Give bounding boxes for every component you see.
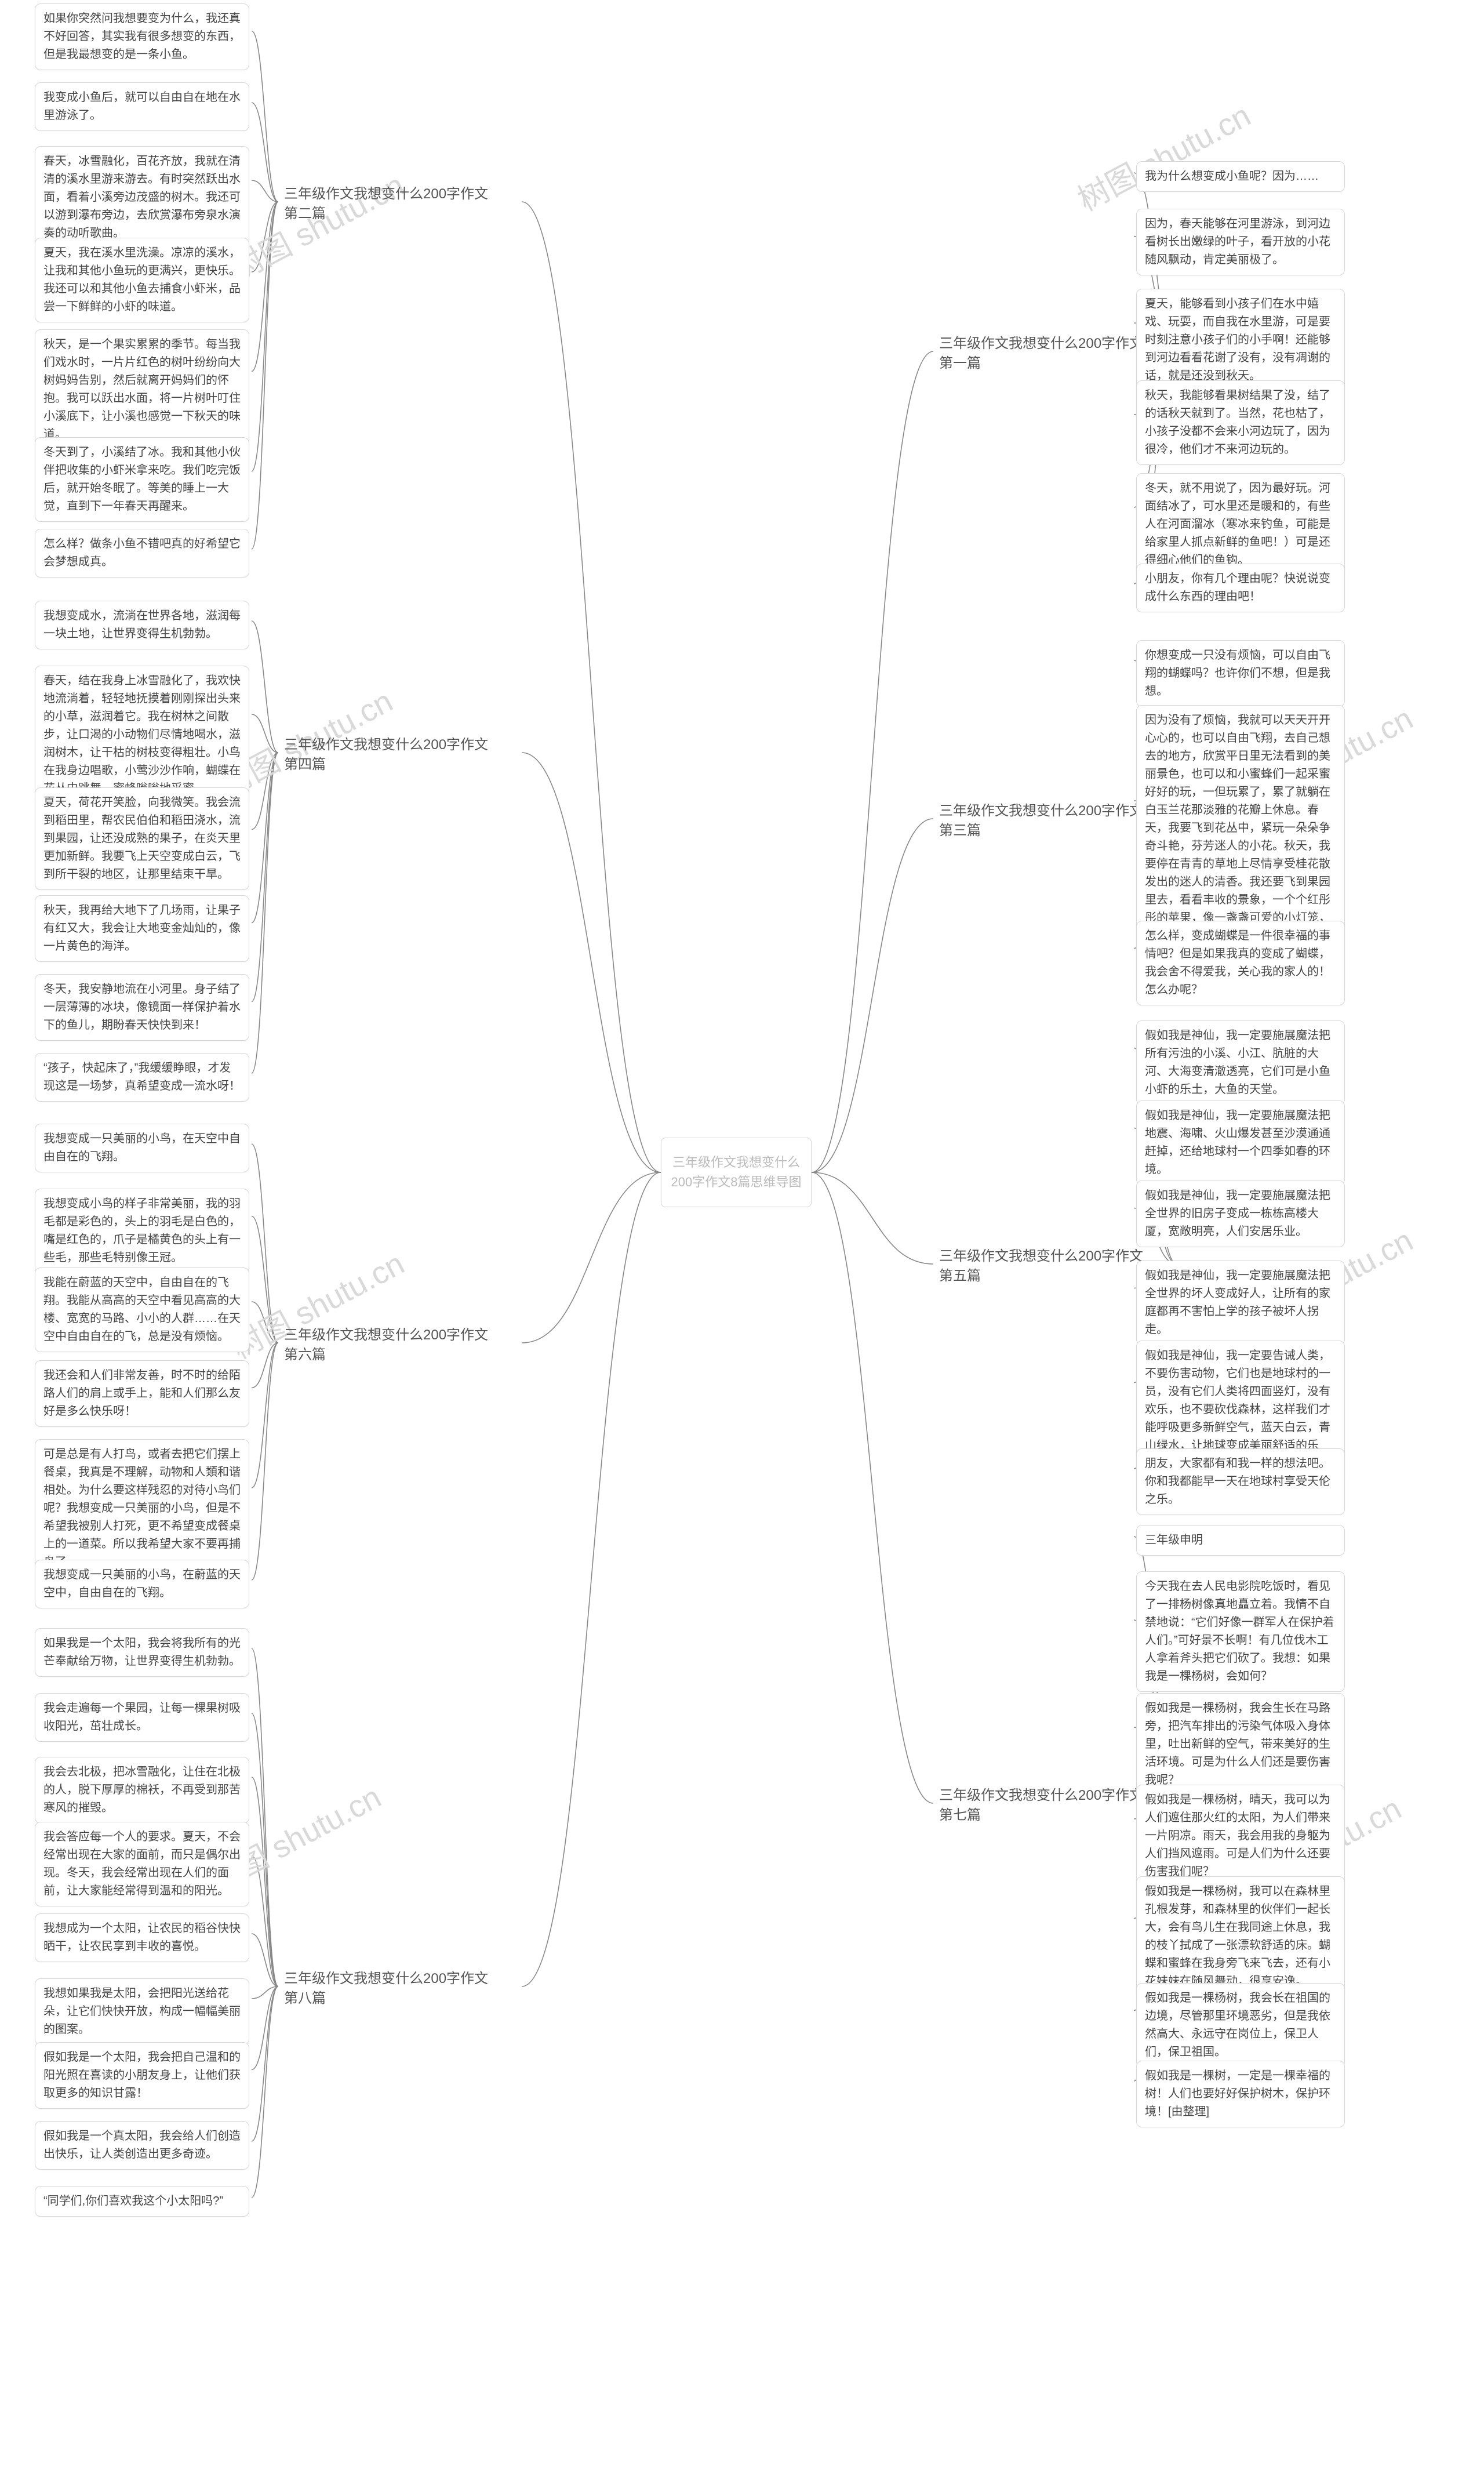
branch-label: 三年级作文我想变什么200字作文第二篇 [284, 184, 488, 223]
leaf-node: 夏天，我在溪水里洗澡。凉凉的溪水，让我和其他小鱼玩的更满兴，更快乐。我还可以和其… [35, 238, 249, 322]
watermark: 树图 shutu.cn [222, 160, 411, 289]
leaf-node: 假如我是神仙，我一定要施展魔法把全世界的坏人变成好人，让所有的家庭都再不害怕上学… [1136, 1261, 1345, 1345]
leaf-node: 我想变成一只美丽的小鸟，在蔚蓝的天空中，自由自在的飞翔。 [35, 1560, 249, 1608]
leaf-node: 我变成小鱼后，就可以自由自在地在水里游泳了。 [35, 82, 249, 131]
leaf-node: 夏天，能够看到小孩子们在水中嬉戏、玩耍，而自我在水里游，可是要时刻注意小孩子们的… [1136, 289, 1345, 391]
leaf-node: 如果我是一个太阳，我会将我所有的光芒奉献给万物，让世界变得生机勃勃。 [35, 1628, 249, 1677]
leaf-node: 你想变成一只没有烦恼，可以自由飞翔的蝴蝶吗？也许你们不想，但是我想。 [1136, 640, 1345, 707]
watermark: 树图 shutu.cn [1068, 90, 1257, 220]
leaf-node: 秋天，是一个果实累累的季节。每当我们戏水时，一片片红色的树叶纷纷向大树妈妈告别，… [35, 329, 249, 450]
leaf-node: 冬天，我安静地流在小河里。身子结了一层薄薄的冰块，像镜面一样保护着水下的鱼儿，期… [35, 974, 249, 1041]
leaf-node: 怎么样，变成蝴蝶是一件很幸福的事情吧？但是如果我真的变成了蝴蝶，我会舍不得爱我，… [1136, 921, 1345, 1005]
branch-label: 三年级作文我想变什么200字作文第八篇 [284, 1969, 488, 2008]
leaf-node: 怎么样？做条小鱼不错吧真的好希望它会梦想成真。 [35, 529, 249, 577]
leaf-node: 假如我是一棵树，一定是一棵幸福的树！人们也要好好保护树木，保护环境！[由整理] [1136, 2061, 1345, 2127]
leaf-node: 我会去北极，把冰雪融化，让住在北极的人，脱下厚厚的棉袄，不再受到那苦寒风的摧毁。 [35, 1757, 249, 1824]
branch-label: 三年级作文我想变什么200字作文第四篇 [284, 735, 488, 774]
leaf-node: 冬天到了，小溪结了冰。我和其他小伙伴把收集的小虾米拿来吃。我们吃完饭后，就开始冬… [35, 437, 249, 522]
leaf-node: 假如我是一个真太阳，我会给人们创造出快乐，让人类创造出更多奇迹。 [35, 2121, 249, 2170]
leaf-node: 因为，春天能够在河里游泳，到河边看树长出嫩绿的叶子，看开放的小花随风飘动，肯定美… [1136, 209, 1345, 275]
leaf-node: 我想成为一个太阳，让农民的稻谷快快晒干，让农民享到丰收的喜悦。 [35, 1913, 249, 1962]
leaf-node: 春天，结在我身上冰雪融化了，我欢快地流淌着，轻轻地抚摸着刚刚探出头来的小草，滋润… [35, 666, 249, 804]
leaf-node: 三年级申明 [1136, 1525, 1345, 1556]
leaf-node: 冬天，就不用说了，因为最好玩。河面结冰了，可水里还是暖和的，有些人在河面溜冰（寒… [1136, 473, 1345, 576]
leaf-node: 秋天，我再给大地下了几场雨，让果子有红又大，我会让大地变金灿灿的，像一片黄色的海… [35, 895, 249, 962]
leaf-node: 假如我是一棵杨树，晴天，我可以为人们遮住那火红的太阳，为人们带来一片阴凉。雨天，… [1136, 1785, 1345, 1887]
leaf-node: 我为什么想变成小鱼呢？因为…… [1136, 161, 1345, 192]
branch-label: 三年级作文我想变什么200字作文第五篇 [939, 1247, 1143, 1285]
branch-label: 三年级作文我想变什么200字作文第三篇 [939, 801, 1143, 840]
leaf-node: 我想变成小鸟的样子非常美丽，我的羽毛都是彩色的，头上的羽毛是白色的，嘴是红色的，… [35, 1189, 249, 1273]
leaf-node: 可是总是有人打鸟，或者去把它们摆上餐桌，我真是不理解，动物和人類和谐相处。为什么… [35, 1439, 249, 1578]
leaf-node: 假如我是神仙，我一定要施展魔法把所有污浊的小溪、小江、肮脏的大河、大海变清澈透亮… [1136, 1020, 1345, 1105]
leaf-node: 今天我在去人民电影院吃饭时，看见了一排杨树像真地矗立着。我情不自禁地说：“它们好… [1136, 1571, 1345, 1692]
leaf-node: 朋友，大家都有和我一样的想法吧。你和我都能早一天在地球村享受天伦之乐。 [1136, 1448, 1345, 1515]
leaf-node: 我还会和人们非常友善，时不时的给陌路人们的肩上或手上，能和人们那么友好是多么快乐… [35, 1360, 249, 1427]
leaf-node: 假如我是一棵杨树，我会生长在马路旁，把汽车排出的污染气体吸入身体里，吐出新鲜的空… [1136, 1693, 1345, 1796]
leaf-node: 假如我是一个太阳，我会把自己温和的阳光照在喜读的小朋友身上，让他们获取更多的知识… [35, 2042, 249, 2109]
leaf-node: 我想变成水，流淌在世界各地，滋润每一块土地，让世界变得生机勃勃。 [35, 601, 249, 649]
branch-label: 三年级作文我想变什么200字作文第七篇 [939, 1786, 1143, 1825]
leaf-node: 如果你突然问我想要变为什么，我还真不好回答，其实我有很多想变的东西，但是我最想变… [35, 3, 249, 70]
leaf-node: 假如我是神仙，我一定要施展魔法把地震、海啸、火山爆发甚至沙漠通通赶掉，还给地球村… [1136, 1100, 1345, 1185]
leaf-node: 我想如果我是太阳，会把阳光送给花朵，让它们快快开放，构成一幅幅美丽的图案。 [35, 1978, 249, 2045]
leaf-node: 夏天，荷花开笑脸，向我微笑。我会流到稻田里，帮农民伯伯和稻田浇水，流到果园，让还… [35, 787, 249, 890]
leaf-node: “同学们,你们喜欢我这个小太阳吗?” [35, 2186, 249, 2217]
root-node: 三年级作文我想变什么 200字作文8篇思维导图 [661, 1138, 812, 1207]
leaf-node: 假如我是神仙，我一定要施展魔法把全世界的旧房子变成一栋栋高楼大厦，宽敞明亮，人们… [1136, 1181, 1345, 1247]
leaf-node: 我会答应每一个人的要求。夏天，不会经常出现在大家的面前，而只是偶尔出现。冬天，我… [35, 1822, 249, 1906]
leaf-node: 小朋友，你有几个理由呢？快说说变成什么东西的理由吧！ [1136, 564, 1345, 612]
leaf-node: 我能在蔚蓝的天空中，自由自在的飞翔。我能从高高的天空中看见高高的大楼、宽宽的马路… [35, 1267, 249, 1352]
leaf-node: 春天，冰雪融化，百花齐放，我就在清清的溪水里游来游去。有时突然跃出水面，看着小溪… [35, 146, 249, 249]
leaf-node: 我想变成一只美丽的小鸟，在天空中自由自在的飞翔。 [35, 1124, 249, 1172]
branch-label: 三年级作文我想变什么200字作文第六篇 [284, 1325, 488, 1364]
leaf-node: 秋天，我能够看果树结果了没，结了的话秋天就到了。当然，花也枯了，小孩子没都不会来… [1136, 380, 1345, 465]
mindmap-canvas: 三年级作文我想变什么 200字作文8篇思维导图 树图 shutu.cn 树图 shu… [0, 0, 1484, 2488]
leaf-node: “孩子，快起床了，”我缓缓睁眼，才发现这是一场梦，真希望变成一流水呀！ [35, 1053, 249, 1102]
leaf-node: 假如我是一棵杨树，我会长在祖国的边境，尽管那里环境恶劣，但是我依然高大、永远守在… [1136, 1983, 1345, 2068]
branch-label: 三年级作文我想变什么200字作文第一篇 [939, 334, 1143, 373]
leaf-node: 假如我是一棵杨树，我可以在森林里孔根发芽，和森林里的伙伴们一起长大，会有鸟儿生在… [1136, 1876, 1345, 1997]
leaf-node: 我会走遍每一个果园，让每一棵果树吸收阳光，茁壮成长。 [35, 1693, 249, 1742]
